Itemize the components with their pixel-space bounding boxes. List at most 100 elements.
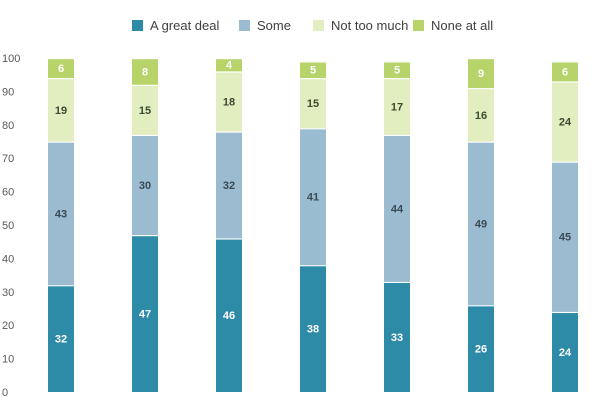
data-label: 49 [475, 218, 487, 230]
bar-segment [468, 58, 494, 89]
bar-segment [48, 58, 74, 79]
segment-divider [48, 58, 74, 60]
data-label: 19 [55, 105, 67, 117]
segment-divider [300, 78, 326, 80]
legend-label-2: Not too much [331, 18, 408, 33]
segment-divider [384, 134, 410, 137]
data-label: 43 [55, 208, 67, 220]
segment-divider [384, 281, 410, 283]
bar-segment [552, 61, 578, 82]
segment-divider [132, 58, 158, 60]
bars: 32 43 19 6 47 30 15 8 46 32 18 4 38 41 15 5 33 44 17 5 26 49 1… [48, 58, 578, 392]
data-label: 9 [478, 68, 484, 80]
data-label: 5 [310, 65, 316, 77]
segment-divider [48, 285, 74, 287]
bar-segment [552, 161, 578, 312]
y-tick-label: 30 [2, 287, 14, 299]
segment-divider [468, 88, 494, 90]
legend-label-1: Some [257, 18, 291, 33]
segment-divider [300, 265, 326, 267]
data-label: 47 [139, 309, 151, 321]
y-tick-label: 20 [2, 320, 14, 332]
data-label: 32 [223, 180, 235, 192]
bar-segment [48, 78, 74, 142]
data-label: 5 [394, 65, 400, 77]
data-label: 26 [475, 344, 487, 356]
data-label: 15 [139, 105, 151, 117]
segment-divider [132, 134, 158, 137]
data-label: 38 [307, 324, 319, 336]
y-tick-label: 40 [2, 253, 14, 265]
bar-segment [384, 281, 410, 392]
data-label: 4 [226, 60, 233, 72]
data-label: 46 [223, 310, 235, 322]
data-label: 15 [307, 98, 319, 110]
y-tick-label: 80 [2, 120, 14, 132]
bar-segment [216, 131, 242, 239]
bar-segment [384, 134, 410, 282]
legend-swatch-0 [132, 20, 143, 31]
segment-divider [468, 305, 494, 307]
bar-segment [300, 128, 326, 266]
bar-segment [132, 84, 158, 135]
data-label: 33 [391, 332, 403, 344]
bar-segment [552, 81, 578, 162]
bar-segment [300, 265, 326, 392]
bar-segment [48, 141, 74, 286]
y-tick-label: 100 [2, 53, 20, 65]
data-label: 16 [475, 110, 487, 122]
data-label: 32 [55, 334, 67, 346]
y-tick-label: 0 [2, 387, 8, 399]
segment-divider [468, 58, 494, 60]
bar-segment [468, 305, 494, 392]
y-tick-label: 70 [2, 153, 14, 165]
bar-segment [468, 88, 494, 142]
segment-divider [384, 78, 410, 80]
data-label: 30 [139, 180, 151, 192]
y-tick-label: 60 [2, 187, 14, 199]
data-label: 41 [307, 192, 319, 204]
bar-segment [384, 78, 410, 135]
data-label: 44 [391, 203, 404, 215]
data-label: 17 [391, 101, 403, 113]
legend-swatch-1 [239, 20, 250, 31]
data-label: 6 [58, 63, 64, 75]
segment-divider [468, 141, 494, 143]
segment-divider [216, 71, 242, 73]
bar-segment [300, 78, 326, 129]
segment-divider [552, 61, 578, 63]
segment-divider [132, 235, 158, 237]
segment-divider [300, 128, 326, 130]
bar-segment [552, 311, 578, 392]
y-tick-label: 90 [2, 86, 14, 98]
data-label: 18 [223, 96, 235, 108]
legend-label-0: A great deal [150, 18, 219, 33]
bar-segment [48, 285, 74, 392]
y-axis: 0 10 20 30 40 50 60 70 80 90 100 [2, 53, 20, 399]
segment-divider [384, 61, 410, 63]
bar-segment [384, 61, 410, 79]
segment-divider [216, 58, 242, 60]
bar-segment [216, 238, 242, 392]
segment-divider [552, 161, 578, 163]
data-label: 45 [559, 232, 571, 244]
data-label: 24 [559, 347, 572, 359]
data-label: 6 [562, 66, 568, 78]
bar-segment [300, 61, 326, 79]
bar-segment [132, 235, 158, 392]
y-tick-label: 50 [2, 220, 14, 232]
segment-divider [552, 311, 578, 314]
segment-divider [132, 84, 158, 86]
data-label: 24 [559, 116, 572, 128]
legend-label-3: None at all [431, 18, 493, 33]
bar-segment [132, 58, 158, 85]
segment-divider [216, 131, 242, 133]
segment-divider [552, 81, 578, 83]
legend-swatch-2 [313, 20, 324, 31]
segment-divider [216, 238, 242, 240]
bar-segment [216, 71, 242, 132]
data-label: 8 [142, 66, 148, 78]
bar-segment [132, 134, 158, 236]
y-tick-label: 10 [2, 354, 14, 366]
